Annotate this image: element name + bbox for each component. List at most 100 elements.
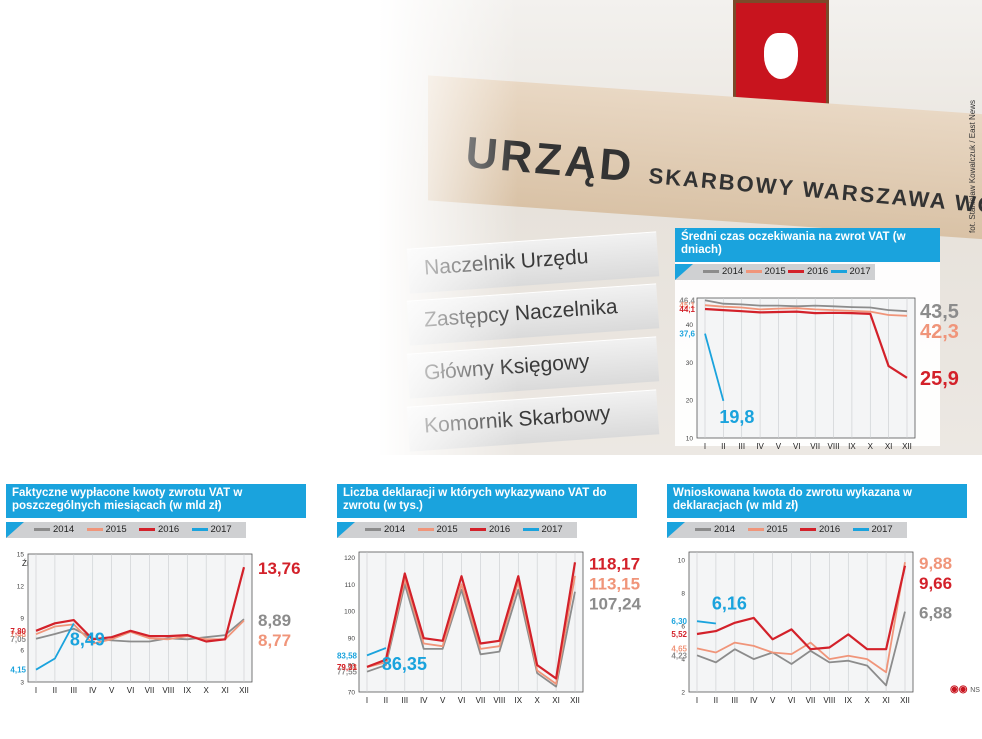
x-tick-label: V xyxy=(440,696,446,705)
legend-item-2014: 2014 xyxy=(34,524,74,535)
publisher-logo-text: NS xyxy=(970,687,980,694)
series-line-2014 xyxy=(704,299,908,313)
x-tick-label: VII xyxy=(476,696,486,705)
legend-item-2015: 2015 xyxy=(86,524,127,535)
start-value-label-2017: 83,58 xyxy=(337,651,358,660)
x-tick-label: II xyxy=(384,696,388,705)
y-tick-label: 8 xyxy=(681,591,685,598)
end-value-label-2014: 43,5 xyxy=(920,301,959,323)
y-tick-label: 70 xyxy=(348,690,356,697)
chart-panel-paid-refunds: Faktyczne wypłacone kwoty zwrotu VAT w p… xyxy=(6,484,306,709)
y-tick-label: 20 xyxy=(686,398,694,405)
x-tick-label: VII xyxy=(806,696,816,705)
x-tick-label: IV xyxy=(756,442,764,451)
x-tick-label: VIII xyxy=(162,686,174,695)
x-tick-label: XI xyxy=(882,696,890,705)
plot-waiting-time: I II III IV V VI VII VIII IX X XI XII1020304046,445… xyxy=(679,296,959,451)
y-tick-label: 120 xyxy=(344,555,355,562)
series-line-2015 xyxy=(35,619,245,645)
x-tick-label: II xyxy=(714,696,718,705)
start-value-label-2017: 37,6 xyxy=(679,330,695,339)
plot-paid-refunds: I II III IV V VI VII VIII IX X XI XII36912157,057,4… xyxy=(10,552,300,696)
y-tick-label: 15 xyxy=(17,552,25,559)
series-line-2017 xyxy=(366,647,387,657)
legend-item-2017: 2017 xyxy=(191,524,232,535)
x-tick-label: VI xyxy=(788,696,796,705)
end-value-label-2016: 9,66 xyxy=(919,574,952,593)
start-value-label-2017: 4,15 xyxy=(10,666,26,675)
x-tick-label: X xyxy=(535,696,541,705)
legend-item-2015: 2015 xyxy=(745,266,786,277)
chart-title-requested-amount: Wnioskowana kwota do zwrotu wykazana w d… xyxy=(667,484,967,518)
legend-swatch-2015 xyxy=(417,527,434,531)
legend-item-2016: 2016 xyxy=(800,524,840,535)
start-value-label-2015: 7,48 xyxy=(10,630,26,639)
chart-panel-waiting-time: Średni czas oczekiwania na zwrot VAT (w … xyxy=(675,228,959,451)
y-tick-label: 30 xyxy=(686,360,694,367)
legend-item-2016: 2016 xyxy=(788,266,828,277)
end-value-label-2017: 19,8 xyxy=(719,407,754,427)
x-tick-label: III xyxy=(731,696,738,705)
legend-item-2017: 2017 xyxy=(522,524,563,535)
y-tick-label: 4 xyxy=(681,657,685,664)
end-value-label-2017: 86,35 xyxy=(382,654,427,674)
x-tick-label: IV xyxy=(420,696,428,705)
x-tick-label: VII xyxy=(810,442,820,451)
x-tick-label: V xyxy=(770,696,776,705)
x-tick-label: XI xyxy=(221,686,229,695)
end-value-label-2015: 113,15 xyxy=(589,574,640,593)
x-tick-label: X xyxy=(865,696,871,705)
x-tick-label: VIII xyxy=(828,442,840,451)
x-tick-label: V xyxy=(776,442,782,451)
x-tick-label: I xyxy=(35,686,37,695)
x-tick-label: XII xyxy=(239,686,249,695)
end-value-label-2017: 8,49 xyxy=(70,629,105,649)
x-tick-label: XII xyxy=(900,696,910,705)
x-tick-label: VII xyxy=(145,686,155,695)
series-line-2014 xyxy=(696,611,906,687)
start-value-label-2016: 7,80 xyxy=(10,627,26,636)
start-value-label-2014: 46,4 xyxy=(679,296,695,305)
series-line-2016 xyxy=(366,562,577,680)
chart-title-paid-refunds: Faktyczne wypłacone kwoty zwrotu VAT w p… xyxy=(6,484,306,518)
x-tick-label: IX xyxy=(844,696,852,705)
legend-swatch-2014 xyxy=(365,527,381,531)
legend-paid-refunds: 2014 2015 2016 2017 xyxy=(6,522,246,538)
x-tick-label: IX xyxy=(183,686,191,695)
x-tick-label: X xyxy=(204,686,210,695)
plot-area xyxy=(696,297,916,439)
x-tick-label: VI xyxy=(127,686,135,695)
start-value-label-2015: 79,23 xyxy=(337,663,358,672)
x-tick-label: I xyxy=(704,442,706,451)
legend-swatch-2017 xyxy=(830,269,847,273)
x-tick-label: XII xyxy=(570,696,580,705)
legend-waiting-time: 2014 2015 2016 2017 xyxy=(675,264,875,280)
legend-swatch-2017 xyxy=(191,527,208,531)
photo-fade xyxy=(378,0,518,455)
y-tick-label: 110 xyxy=(345,582,356,589)
legend-swatch-2016 xyxy=(800,527,816,531)
x-tick-label: II xyxy=(721,442,725,451)
x-tick-label: III xyxy=(738,442,745,451)
x-tick-label: I xyxy=(366,696,368,705)
legend-swatch-2015 xyxy=(747,527,764,531)
chart-panel-declarations: Liczba deklaracji w których wykazywano V… xyxy=(337,484,642,709)
legend-item-2014: 2014 xyxy=(365,524,405,535)
legend-swatch-2016 xyxy=(470,527,486,531)
y-tick-label: 10 xyxy=(686,436,694,443)
start-value-label-2014: 77,55 xyxy=(337,668,358,677)
y-tick-label: 80 xyxy=(348,663,356,670)
y-tick-label: 90 xyxy=(348,636,356,643)
legend-item-2016: 2016 xyxy=(139,524,179,535)
end-value-label-2017: 6,16 xyxy=(712,593,747,613)
series-line-2017 xyxy=(35,622,75,671)
legend-item-2016: 2016 xyxy=(470,524,510,535)
y-tick-label: 12 xyxy=(17,584,25,591)
start-value-label-2016: 5,52 xyxy=(671,630,687,639)
x-tick-label: IV xyxy=(89,686,97,695)
x-tick-label: XI xyxy=(885,442,893,451)
start-value-label-2014: 4,23 xyxy=(671,651,687,660)
end-value-label-2014: 107,24 xyxy=(589,594,642,613)
x-tick-label: X xyxy=(868,442,874,451)
y-tick-label: 100 xyxy=(344,609,355,616)
